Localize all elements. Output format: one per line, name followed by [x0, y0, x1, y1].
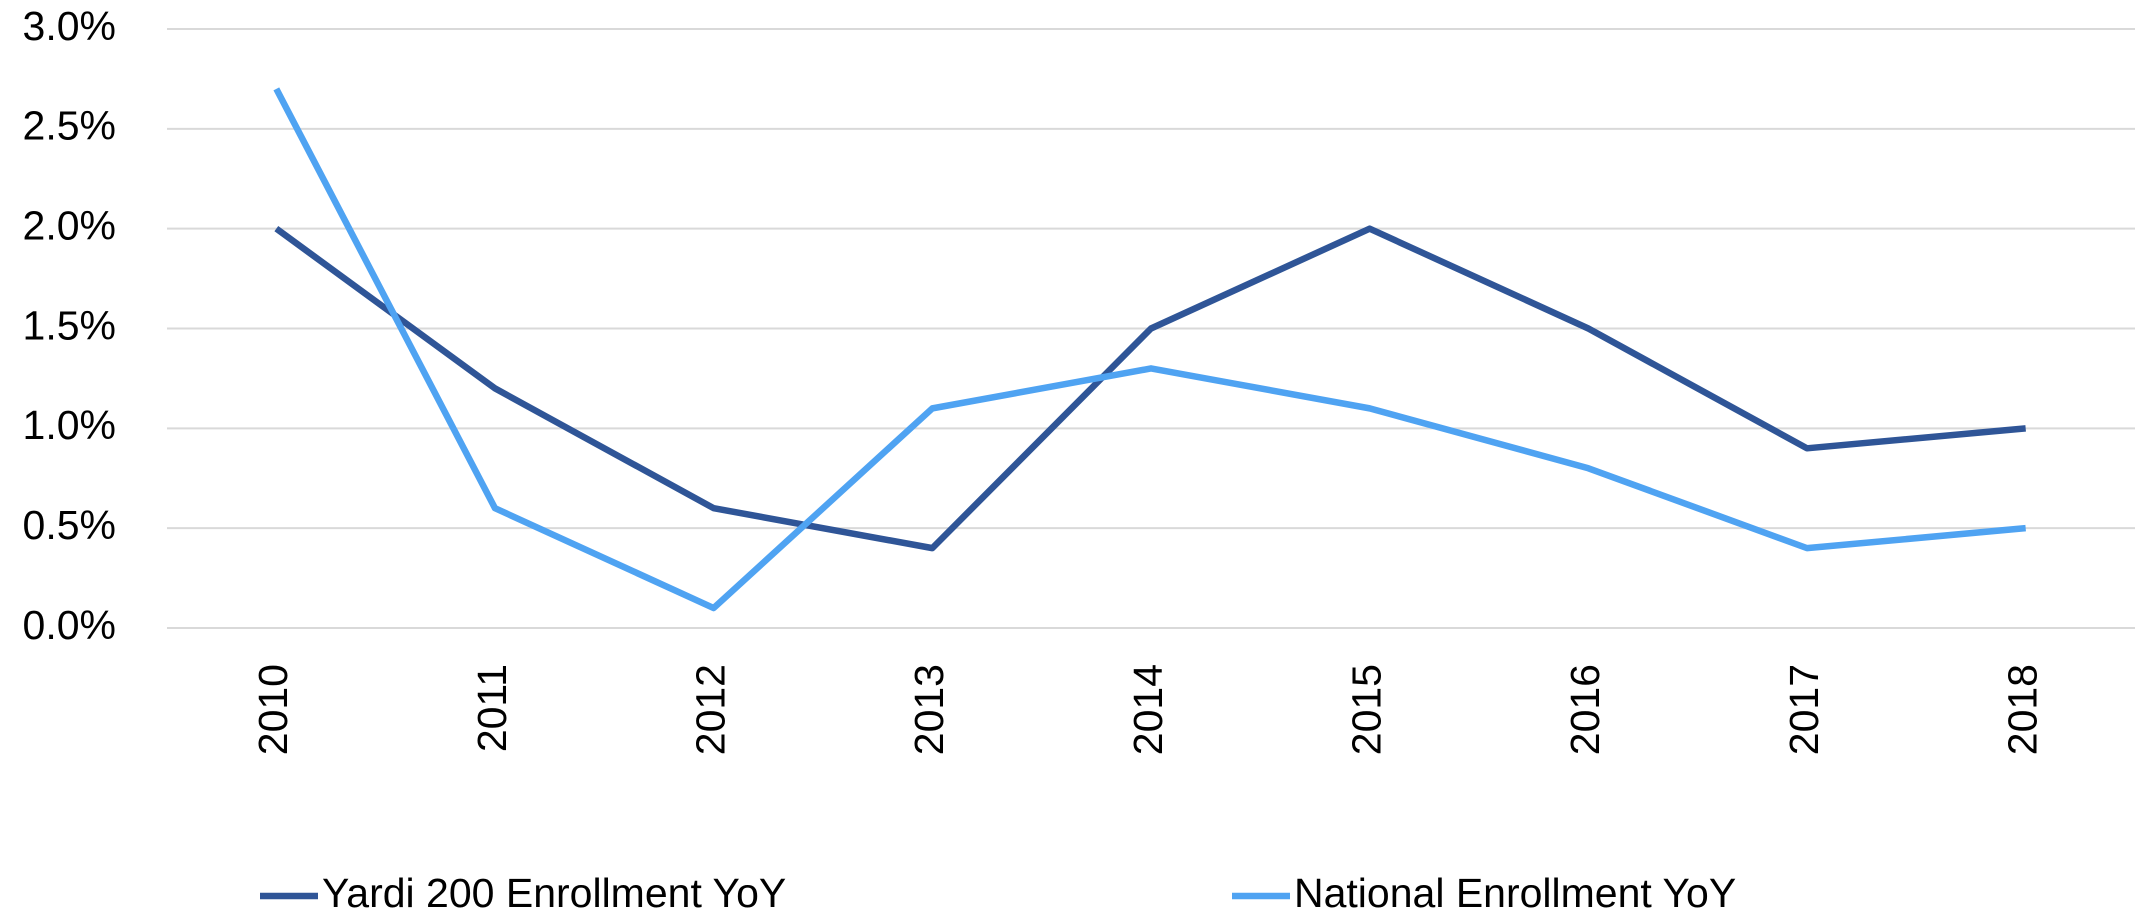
x-tick-label: 2010 — [250, 664, 296, 755]
x-tick-label: 2012 — [687, 664, 733, 755]
series-line — [274, 225, 2026, 552]
y-tick-label: 0.5% — [23, 502, 116, 548]
y-tick-label: 2.5% — [23, 103, 116, 149]
x-tick-label: 2017 — [1781, 664, 1827, 755]
series-line — [273, 87, 2026, 612]
y-tick-label: 1.0% — [23, 402, 116, 448]
x-tick-label: 2018 — [1999, 664, 2045, 755]
y-tick-label: 2.0% — [23, 202, 116, 248]
legend-label: Yardi 200 Enrollment YoY — [322, 870, 786, 916]
x-tick-label: 2014 — [1125, 664, 1171, 755]
x-tick-label: 2015 — [1343, 664, 1389, 755]
y-tick-label: 1.5% — [23, 302, 116, 348]
x-tick-label: 2013 — [906, 664, 952, 755]
x-tick-label: 2011 — [469, 664, 515, 752]
x-tick-label: 2016 — [1562, 664, 1608, 755]
y-tick-label: 0.0% — [23, 602, 116, 648]
legend-label: National Enrollment YoY — [1294, 870, 1736, 916]
y-tick-label: 3.0% — [23, 3, 116, 49]
